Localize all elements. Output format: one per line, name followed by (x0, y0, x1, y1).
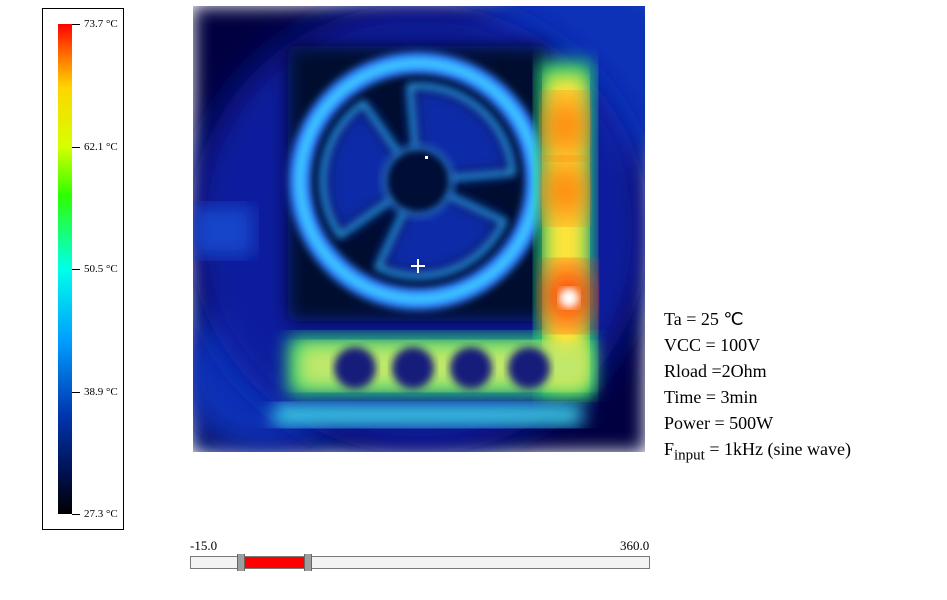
colorbar-tick-label: 73.7 °C (84, 18, 118, 30)
parameter-line: Time = 3min (664, 384, 851, 410)
parameters-block: Ta = 25 ℃VCC = 100VRload =2OhmTime = 3mi… (664, 306, 851, 468)
colorbar-tick (72, 269, 80, 270)
range-slider[interactable] (190, 556, 650, 569)
colorbar-tick-label: 38.9 °C (84, 386, 118, 398)
colorbar-tick-label: 50.5 °C (84, 263, 118, 275)
thermal-image (193, 6, 645, 452)
thermal-svg (193, 6, 645, 452)
range-slider-fill (240, 557, 307, 568)
colorbar-tick (72, 392, 80, 393)
range-slider-handle-right[interactable] (304, 554, 312, 571)
parameter-line: Rload =2Ohm (664, 358, 851, 384)
colorbar-tick-label: 27.3 °C (84, 508, 118, 520)
range-slider-handle-left[interactable] (237, 554, 245, 571)
axis-max-label: 360.0 (620, 538, 649, 554)
colorbar-tick (72, 24, 80, 25)
axis-min-label: -15.0 (190, 538, 217, 554)
point-marker (425, 156, 428, 159)
colorbar (58, 24, 72, 514)
parameter-line: Finput = 1kHz (sine wave) (664, 436, 851, 467)
parameter-line: VCC = 100V (664, 332, 851, 358)
colorbar-tick-label: 62.1 °C (84, 141, 118, 153)
parameter-line: Power = 500W (664, 410, 851, 436)
colorbar-tick (72, 514, 80, 515)
parameter-line: Ta = 25 ℃ (664, 306, 851, 332)
colorbar-tick (72, 147, 80, 148)
